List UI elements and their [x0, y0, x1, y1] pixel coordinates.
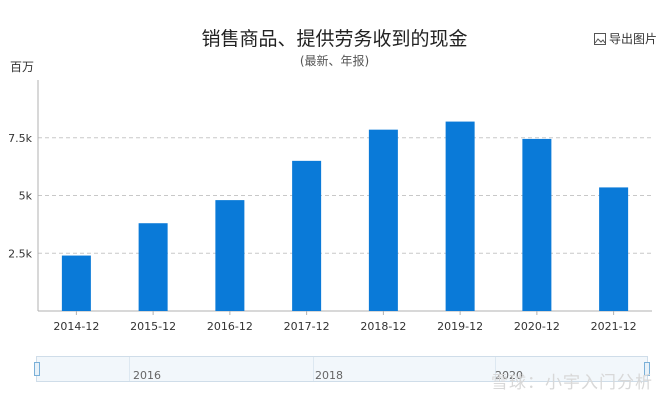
x-tick-label: 2014-12 [53, 320, 99, 333]
navigator-label: 2018 [315, 369, 343, 382]
export-label: 导出图片 [608, 32, 657, 46]
x-tick-label: 2019-12 [437, 320, 483, 333]
x-tick-label: 2021-12 [591, 320, 637, 333]
bar [522, 138, 552, 311]
range-navigator[interactable]: 2016 2018 2020 [34, 356, 650, 382]
navigator-right-handle[interactable] [644, 362, 650, 376]
bar [368, 129, 398, 311]
navigator-left-handle[interactable] [34, 362, 40, 376]
bar [215, 200, 245, 311]
bar [61, 255, 91, 311]
y-tick-label: 7.5k [8, 132, 32, 145]
chart-subtitle: (最新、年报) [299, 54, 370, 68]
y-tick-label: 2.5k [8, 247, 32, 260]
bar [599, 187, 629, 311]
bar [445, 121, 475, 311]
x-tick-label: 2020-12 [514, 320, 560, 333]
x-tick-label: 2016-12 [207, 320, 253, 333]
navigator-separator [495, 357, 496, 381]
navigator-label: 2016 [133, 369, 161, 382]
bar [292, 160, 322, 311]
y-tick-label: 5k [19, 190, 33, 203]
navigator-label: 2020 [495, 369, 523, 382]
x-tick-label: 2018-12 [360, 320, 406, 333]
image-icon [593, 32, 606, 45]
chart-title: 销售商品、提供劳务收到的现金 [201, 28, 468, 50]
x-tick-label: 2017-12 [284, 320, 330, 333]
bar-chart: 2.5k 5k 7.5k 2014-12 2015-12 2016-12 2017-12 20… [8, 80, 652, 333]
x-tick-label: 2015-12 [130, 320, 176, 333]
navigator-separator [129, 357, 130, 381]
export-image-button[interactable]: 导出图片 [593, 30, 657, 47]
bar [138, 223, 168, 311]
watermark: 雪球：小宇入门分析 [491, 373, 653, 393]
navigator-separator [313, 357, 314, 381]
y-axis-unit: 百万 [10, 60, 35, 74]
